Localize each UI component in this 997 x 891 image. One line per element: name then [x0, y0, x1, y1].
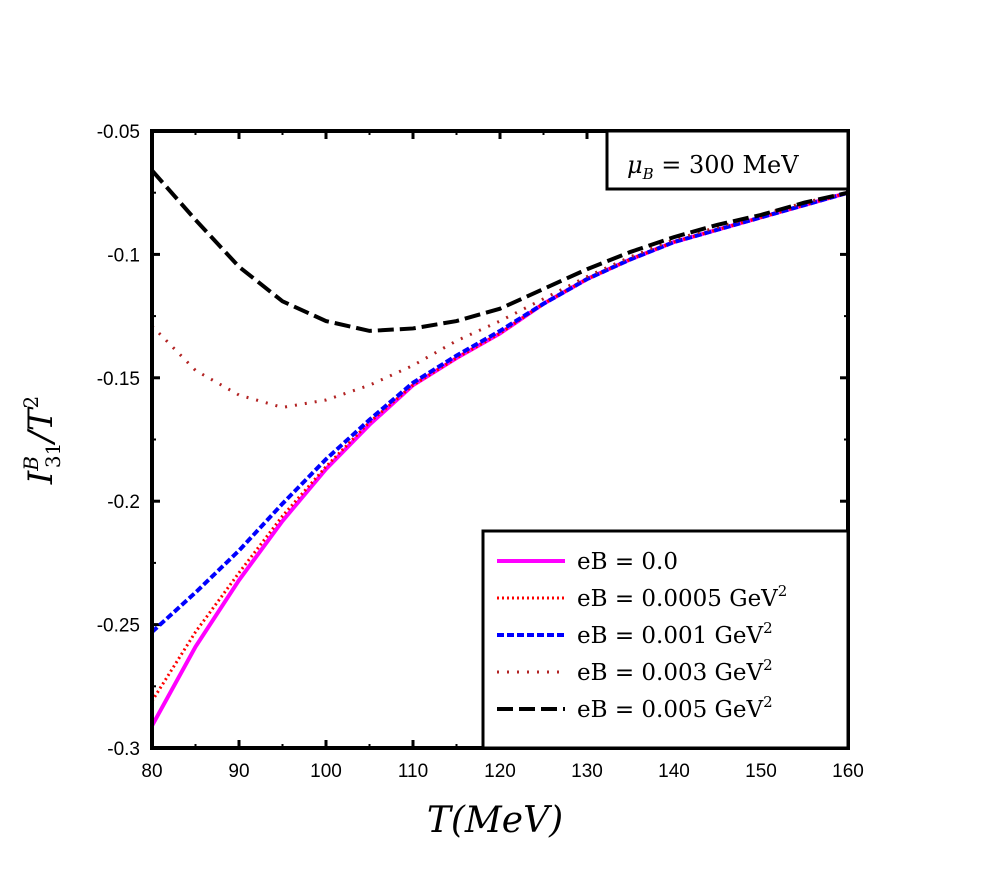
- legend: eB = 0.0 eB = 0.0005 GeV2 eB = 0.001 GeV2 e…: [481, 529, 850, 750]
- y-tick-label: -0.2: [107, 492, 140, 513]
- x-tick-label: 110: [398, 761, 428, 782]
- x-tick-label: 130: [571, 761, 603, 782]
- x-tick-label: 120: [484, 761, 516, 782]
- legend-label: eB = 0.0005 GeV2: [577, 582, 787, 612]
- annotation-text: μB = 300 MeV: [627, 151, 799, 183]
- series-line-4: [150, 169, 849, 333]
- series-line-2: [150, 190, 849, 634]
- annotation-box: μB = 300 MeV: [605, 129, 850, 191]
- y-axis-label: IB31/T2: [19, 396, 65, 485]
- y-tick-label: -0.15: [97, 369, 140, 390]
- series-line-3: [150, 191, 849, 409]
- x-axis-label: T(MeV): [427, 800, 563, 841]
- y-tick-label: -0.3: [107, 739, 140, 760]
- x-tick-label: 160: [832, 761, 864, 782]
- x-tick-label: 90: [228, 761, 249, 782]
- series-line-1: [150, 191, 849, 702]
- x-tick-label: 140: [658, 761, 690, 782]
- x-tick-label: 100: [310, 761, 342, 782]
- legend-label: eB = 0.003 GeV2: [577, 656, 773, 686]
- y-tick-label: -0.1: [107, 245, 140, 266]
- y-tick-label: -0.25: [97, 616, 140, 637]
- x-tick-label: 80: [141, 761, 162, 782]
- y-tick-label: -0.05: [97, 122, 140, 143]
- legend-label: eB = 0.001 GeV2: [577, 619, 773, 649]
- x-tick-label: 150: [745, 761, 777, 782]
- legend-label: eB = 0.0: [577, 549, 678, 575]
- legend-label: eB = 0.005 GeV2: [577, 693, 773, 723]
